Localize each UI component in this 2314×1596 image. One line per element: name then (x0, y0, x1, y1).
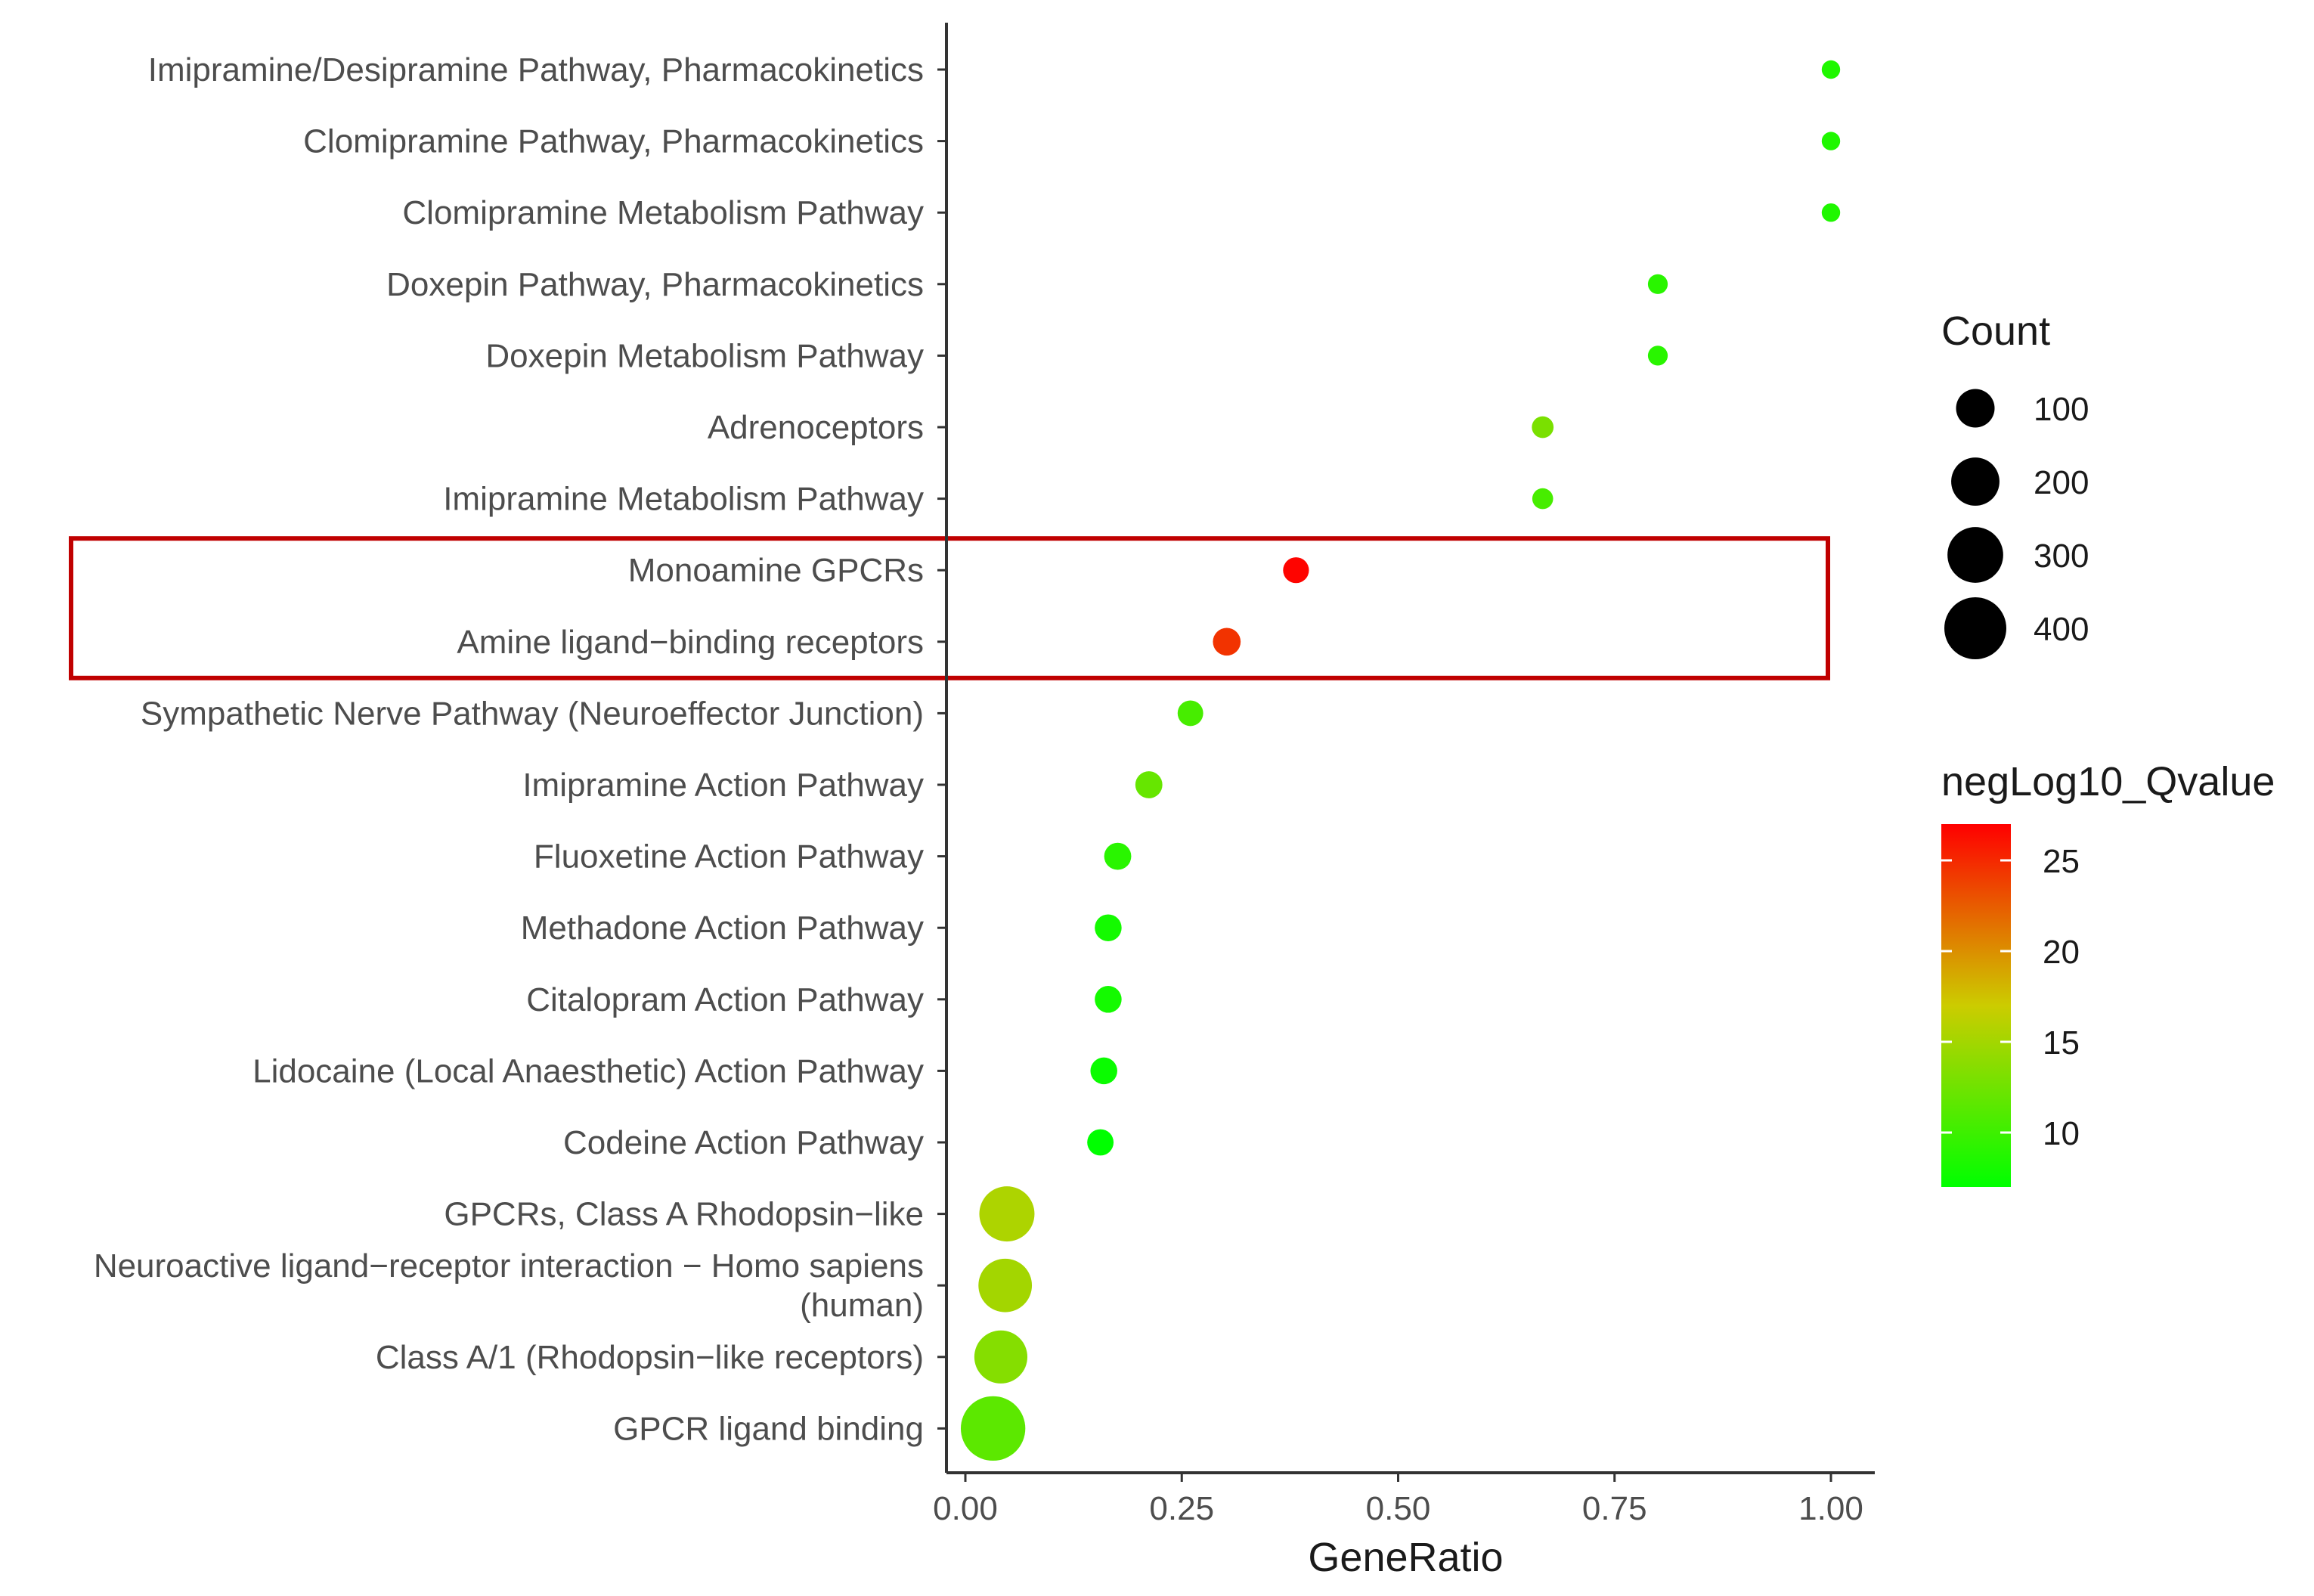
category-label: Clomipramine Pathway, Pharmacokinetics (303, 123, 924, 160)
category-label: Monoamine GPCRs (628, 552, 924, 589)
category-label: Citalopram Action Pathway (526, 981, 924, 1018)
data-point (1090, 1057, 1117, 1085)
category-label: Class A/1 (Rhodopsin−like receptors) (376, 1339, 924, 1376)
y-axis-labels: Imipramine/Desipramine Pathway, Pharmaco… (94, 51, 946, 1447)
category-label: Doxepin Pathway, Pharmacokinetics (386, 266, 924, 303)
highlight-layer (69, 536, 1830, 680)
category-label: Adrenoceptors (708, 409, 924, 446)
count-legend: Count 100 200 300 400 (1941, 308, 2089, 659)
count-legend-label: 300 (2034, 538, 2089, 575)
category-label: Lidocaine (Local Anaesthetic) Action Pat… (252, 1052, 924, 1089)
data-point (1283, 557, 1309, 584)
x-tick-label: 0.00 (933, 1490, 998, 1527)
data-point (1821, 203, 1841, 222)
count-legend-key (1944, 597, 2006, 659)
colorbar-tick-label: 20 (2043, 934, 2080, 971)
data-point (974, 1330, 1028, 1384)
category-label: Imipramine Metabolism Pathway (443, 481, 924, 518)
count-legend-label: 400 (2034, 611, 2089, 648)
data-point (1095, 986, 1122, 1013)
data-point (1821, 132, 1841, 150)
x-tick-label: 0.75 (1582, 1490, 1647, 1527)
category-label: Imipramine Action Pathway (522, 767, 924, 804)
data-point (1177, 700, 1203, 727)
data-points (960, 60, 1841, 1461)
colorbar-tick-label: 25 (2043, 843, 2080, 880)
data-point (1647, 274, 1668, 294)
x-tick-label: 0.50 (1366, 1490, 1431, 1527)
x-tick-label: 0.25 (1149, 1490, 1214, 1527)
data-point (1213, 628, 1241, 656)
data-point (1647, 346, 1668, 366)
count-legend-label: 100 (2034, 391, 2089, 428)
data-point (978, 1258, 1033, 1312)
category-label: Fluoxetine Action Pathway (534, 838, 924, 875)
category-label: Imipramine/Desipramine Pathway, Pharmaco… (148, 51, 924, 88)
count-legend-key (1947, 527, 2003, 583)
qvalue-colorbar-legend: negLog10_Qvalue 10 15 20 25 (1941, 759, 2275, 1187)
category-label: Methadone Action Pathway (521, 910, 924, 947)
x-axis-title: GeneRatio (1308, 1535, 1503, 1580)
data-point (1095, 914, 1122, 941)
data-point (979, 1186, 1035, 1242)
highlight-box (69, 536, 1830, 680)
category-label: (human) (800, 1287, 924, 1324)
data-point (1135, 771, 1163, 798)
data-point (1532, 416, 1554, 439)
colorbar (1941, 824, 2011, 1187)
category-label: GPCRs, Class A Rhodopsin−like (444, 1196, 924, 1233)
category-label: GPCR ligand binding (613, 1410, 924, 1447)
category-label: Codeine Action Pathway (563, 1124, 924, 1161)
colorbar-tick-label: 15 (2043, 1024, 2080, 1061)
axes (945, 23, 1875, 1474)
category-label: Amine ligand−binding receptors (457, 624, 924, 661)
category-label: Sympathetic Nerve Pathway (Neuroeffector… (141, 695, 924, 732)
count-legend-title: Count (1941, 308, 2050, 354)
count-legend-key (1951, 457, 2000, 506)
colorbar-tick-label: 10 (2043, 1115, 2080, 1152)
data-point (1532, 488, 1554, 510)
category-label: Neuroactive ligand−receptor interaction … (94, 1247, 924, 1285)
x-axis-ticks: 0.00 0.25 0.50 0.75 1.00 (933, 1473, 1863, 1527)
qvalue-legend-title: negLog10_Qvalue (1941, 759, 2275, 804)
data-point (1821, 60, 1841, 79)
data-point (1087, 1129, 1114, 1156)
count-legend-key (1956, 389, 1995, 428)
count-legend-label: 200 (2034, 464, 2089, 501)
category-label: Clomipramine Metabolism Pathway (402, 194, 924, 231)
data-point (960, 1396, 1026, 1461)
category-label: Doxepin Metabolism Pathway (485, 337, 924, 374)
x-tick-label: 1.00 (1798, 1490, 1863, 1527)
data-point (1104, 842, 1132, 870)
